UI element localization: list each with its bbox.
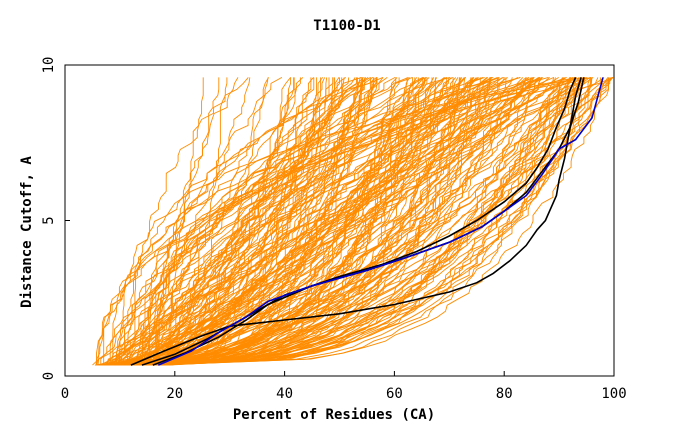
model-curve xyxy=(120,76,448,366)
x-axis: 0 20 40 60 80 100 xyxy=(61,371,627,402)
model-curve xyxy=(155,77,463,366)
model-curve xyxy=(116,77,378,366)
x-axis-label: Percent of Residues (CA) xyxy=(233,407,435,423)
model-curve xyxy=(123,77,609,366)
x-tick-label: 20 xyxy=(166,386,183,402)
model-curve xyxy=(145,77,580,366)
chart-title: T1100-D1 xyxy=(313,18,380,34)
model-curve xyxy=(107,77,364,366)
model-curve xyxy=(141,77,375,366)
model-curve xyxy=(167,77,438,366)
model-curve xyxy=(159,77,610,366)
y-axis: 0 5 10 xyxy=(41,57,70,380)
y-tick-label: 5 xyxy=(41,216,57,224)
model-curve xyxy=(155,77,599,366)
model-curve xyxy=(146,77,488,366)
model-curve xyxy=(110,77,378,366)
highlight-series-layer xyxy=(130,77,604,366)
model-curve xyxy=(106,77,220,366)
model-curve xyxy=(103,77,535,366)
model-curve xyxy=(113,77,350,366)
model-curve xyxy=(131,77,416,366)
y-tick-label: 10 xyxy=(41,57,57,74)
model-curve xyxy=(127,77,614,366)
highlight-series-blue-3 xyxy=(157,77,604,366)
model-curve xyxy=(122,77,324,366)
model-curve xyxy=(156,77,527,366)
model-curve xyxy=(133,77,364,366)
model-curve xyxy=(104,77,436,366)
model-curve xyxy=(120,77,453,366)
model-curve xyxy=(103,76,592,366)
model-curve xyxy=(115,77,314,366)
model-curve xyxy=(115,77,519,366)
model-curve xyxy=(157,77,492,366)
model-curve xyxy=(168,76,384,366)
model-curve xyxy=(152,76,535,366)
y-tick-label: 0 xyxy=(41,372,57,380)
model-curve xyxy=(106,77,446,366)
model-curve xyxy=(125,77,601,366)
model-curve xyxy=(122,77,330,366)
model-curve xyxy=(123,76,614,366)
model-curve xyxy=(126,77,506,366)
x-tick-label: 40 xyxy=(276,386,293,402)
model-curve xyxy=(153,77,466,366)
model-curve xyxy=(141,77,490,366)
model-curve xyxy=(123,77,499,366)
model-curve xyxy=(99,77,356,366)
x-tick-label: 100 xyxy=(601,386,626,402)
model-curve xyxy=(159,76,574,366)
model-curve xyxy=(133,77,430,366)
model-curve xyxy=(95,77,204,366)
model-curve xyxy=(118,76,413,366)
model-curve xyxy=(101,77,426,366)
model-curve xyxy=(131,77,612,366)
y-axis-label: Distance Cutoff, A xyxy=(19,156,35,308)
x-tick-label: 0 xyxy=(61,386,69,402)
highlight-series-black-0 xyxy=(130,77,582,366)
model-curve xyxy=(147,77,363,366)
model-curve xyxy=(127,77,503,366)
model-curve xyxy=(150,77,315,366)
model-curve xyxy=(123,76,424,366)
model-curve xyxy=(120,77,481,366)
model-curve xyxy=(147,77,366,366)
model-curve xyxy=(152,77,527,366)
model-curve xyxy=(123,77,459,366)
model-curve xyxy=(156,77,334,366)
model-curve xyxy=(153,77,346,366)
model-curve xyxy=(140,77,541,366)
model-curve xyxy=(115,77,461,366)
model-curve xyxy=(168,77,535,366)
model-curve xyxy=(168,76,484,366)
model-curve xyxy=(123,77,530,366)
model-curve xyxy=(119,76,586,366)
model-curve xyxy=(153,77,540,366)
model-curve xyxy=(143,77,473,366)
model-curve xyxy=(145,77,555,366)
model-curve xyxy=(168,77,575,366)
x-tick-label: 60 xyxy=(386,386,403,402)
model-curve xyxy=(139,77,572,366)
model-curve xyxy=(159,77,326,366)
model-curve xyxy=(146,77,565,366)
model-curve xyxy=(114,77,427,366)
model-curve xyxy=(115,77,472,366)
model-curve xyxy=(135,77,577,366)
model-curve xyxy=(104,77,588,366)
model-curve xyxy=(127,77,614,366)
model-curve xyxy=(123,77,461,366)
plot-area xyxy=(92,76,614,366)
model-curve xyxy=(109,77,295,366)
model-curve xyxy=(103,77,493,366)
model-curve xyxy=(109,77,466,366)
model-curve xyxy=(94,77,591,366)
x-tick-label: 80 xyxy=(496,386,513,402)
model-curve xyxy=(132,77,269,366)
